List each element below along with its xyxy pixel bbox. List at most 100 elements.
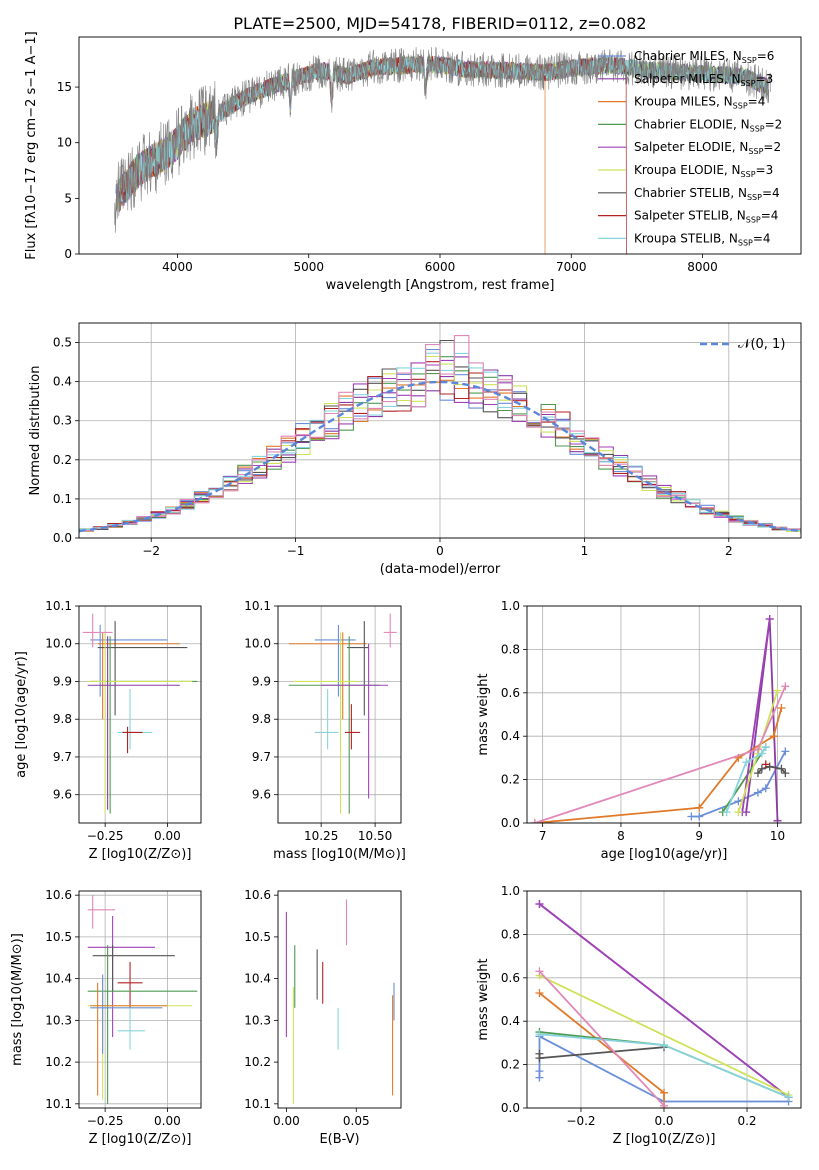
- label-part: Kroupa STELIB, N: [634, 231, 738, 245]
- residuals-ylabel: Normed distribution: [28, 366, 43, 496]
- y-tick-label: 10.4: [45, 972, 72, 986]
- mass_age-frame: [277, 605, 402, 824]
- x-tick-label: 1: [581, 544, 589, 558]
- x-tick-label: 0.00: [154, 1114, 181, 1128]
- y-tick-label: 1.0: [501, 599, 520, 613]
- weight-point: [660, 1041, 668, 1050]
- errorbar-point: [293, 632, 358, 814]
- legend-label: Chabrier STELIB, NSSP=4: [634, 186, 780, 202]
- x-tick-label: 5000: [293, 260, 324, 274]
- y-tick-label: 0.5: [53, 336, 72, 350]
- y-tick-label: 0.4: [53, 375, 72, 389]
- y-tick-label: 0.1: [53, 492, 72, 506]
- weight-point: [781, 769, 790, 778]
- label-part: SSP: [741, 79, 756, 88]
- legend-label-normal: 𝒩(0, 1): [738, 337, 785, 352]
- legend-label: Salpeter ELODIE, NSSP=2: [634, 140, 781, 156]
- errorbar-point: [122, 726, 143, 754]
- weight-point: [695, 812, 704, 821]
- y-tick-label: 0.8: [501, 642, 520, 656]
- weight-line: [725, 746, 767, 813]
- weight-point: [734, 797, 743, 806]
- y-tick-label: 0.4: [501, 729, 520, 743]
- age_weight-ticks: 7 8 9 10 0.0 0.2 0.4 0.6 0.8 1.0: [501, 599, 785, 843]
- weight-point: [695, 803, 704, 812]
- x-tick-label: 10.50: [358, 829, 392, 843]
- weight-point: [660, 1101, 668, 1108]
- label-part: 10: [10, 986, 25, 1003]
- y-tick-label: 10.6: [244, 888, 271, 902]
- y-tick-label: 1.0: [501, 884, 520, 898]
- label-part: (age/yr)]: [14, 651, 29, 708]
- label-part: Salpeter ELODIE, N: [634, 140, 748, 154]
- label-part: mass [log: [273, 847, 336, 862]
- label-part: ⊙: [10, 943, 25, 954]
- x-tick-label: 10: [770, 829, 785, 843]
- weight-point: [757, 749, 766, 758]
- weight-point: [781, 747, 790, 756]
- errorbar-point: [90, 974, 163, 1054]
- errorbar-point: [82, 613, 113, 648]
- legend-label: Salpeter MILES, NSSP=3: [634, 72, 773, 88]
- weight-point: [734, 808, 743, 817]
- z_mass-ylabel: mass [log10(M/M⊙)]: [10, 933, 25, 1066]
- y-tick-label: 10.1: [45, 1097, 72, 1111]
- label-part: Chabrier MILES, N: [634, 49, 742, 63]
- y-tick-label: 0.3: [53, 414, 72, 428]
- weight-point: [535, 1030, 544, 1039]
- y-tick-label: 9.8: [53, 712, 72, 726]
- label-part: =4: [753, 231, 771, 245]
- label-part: )]: [396, 847, 406, 862]
- errorbar-point: [288, 632, 367, 720]
- z_age-frame: [78, 605, 202, 824]
- label-part: =2: [765, 117, 783, 131]
- label-part: (M/M: [353, 847, 385, 862]
- label-part: 10: [127, 847, 144, 862]
- label-part: (data-model)/error: [380, 562, 501, 577]
- x-tick-label: 4000: [162, 260, 193, 274]
- label-part: )]: [705, 1132, 715, 1147]
- ebv_mass-content: [285, 899, 395, 1104]
- mass_age-ticks: 10.25 10.50 9.6 9.7 9.8 9.9 10.0 10.1: [244, 599, 392, 843]
- age_weight-ylabel: mass weight: [476, 673, 491, 755]
- spectrum-frame: [78, 36, 802, 255]
- spectrum-model-line: [118, 55, 627, 254]
- z_mass-grid: [79, 891, 201, 1108]
- label-part: −1: [24, 36, 39, 55]
- weight-point: [535, 1054, 544, 1063]
- y-tick-label: 0.6: [501, 686, 520, 700]
- label-part: SSP: [733, 102, 748, 111]
- label-part: −2: [24, 99, 39, 118]
- label-part: )]: [10, 933, 25, 943]
- x-tick-label: −2: [142, 544, 160, 558]
- mass_age-content: [288, 613, 397, 814]
- errorbar-point: [90, 636, 198, 814]
- x-tick-label: 6000: [425, 260, 456, 274]
- y-tick-label: 0.2: [53, 453, 72, 467]
- y-tick-label: 9.6: [53, 788, 72, 802]
- x-tick-label: 0.00: [154, 829, 181, 843]
- residuals-ticks: −2 −1 0 1 2 0.0 0.1 0.2 0.3 0.4 0.5: [53, 336, 733, 558]
- weight-point: [753, 788, 762, 797]
- errorbar-point: [87, 636, 180, 810]
- errorbar-point: [288, 636, 380, 814]
- y-tick-label: 10.0: [244, 637, 271, 651]
- ebv_mass-xlabel: E(B-V): [319, 1132, 359, 1147]
- spectrum-plot: 4000 5000 6000 7000 8000 0 5 10 15 wavelength [An…: [24, 31, 802, 293]
- y-tick-label: 0.2: [501, 773, 520, 787]
- errorbar-point: [344, 704, 360, 750]
- weight-point: [777, 703, 786, 712]
- y-tick-label: 10.3: [45, 1013, 72, 1027]
- weight-line: [539, 974, 789, 1096]
- mass_age-grid: [278, 605, 401, 823]
- y-tick-label: 10.1: [45, 599, 72, 613]
- label-part: =4: [761, 209, 779, 223]
- y-tick-label: 0.0: [501, 1101, 520, 1115]
- x-tick-label: −0.25: [87, 1114, 124, 1128]
- y-tick-label: 0.6: [501, 971, 520, 985]
- weight-point: [535, 988, 544, 997]
- label-part: Z [log: [89, 1132, 127, 1147]
- label-part: ⊙: [385, 847, 396, 862]
- y-tick-label: 15: [57, 80, 72, 94]
- weight-line: [741, 618, 771, 813]
